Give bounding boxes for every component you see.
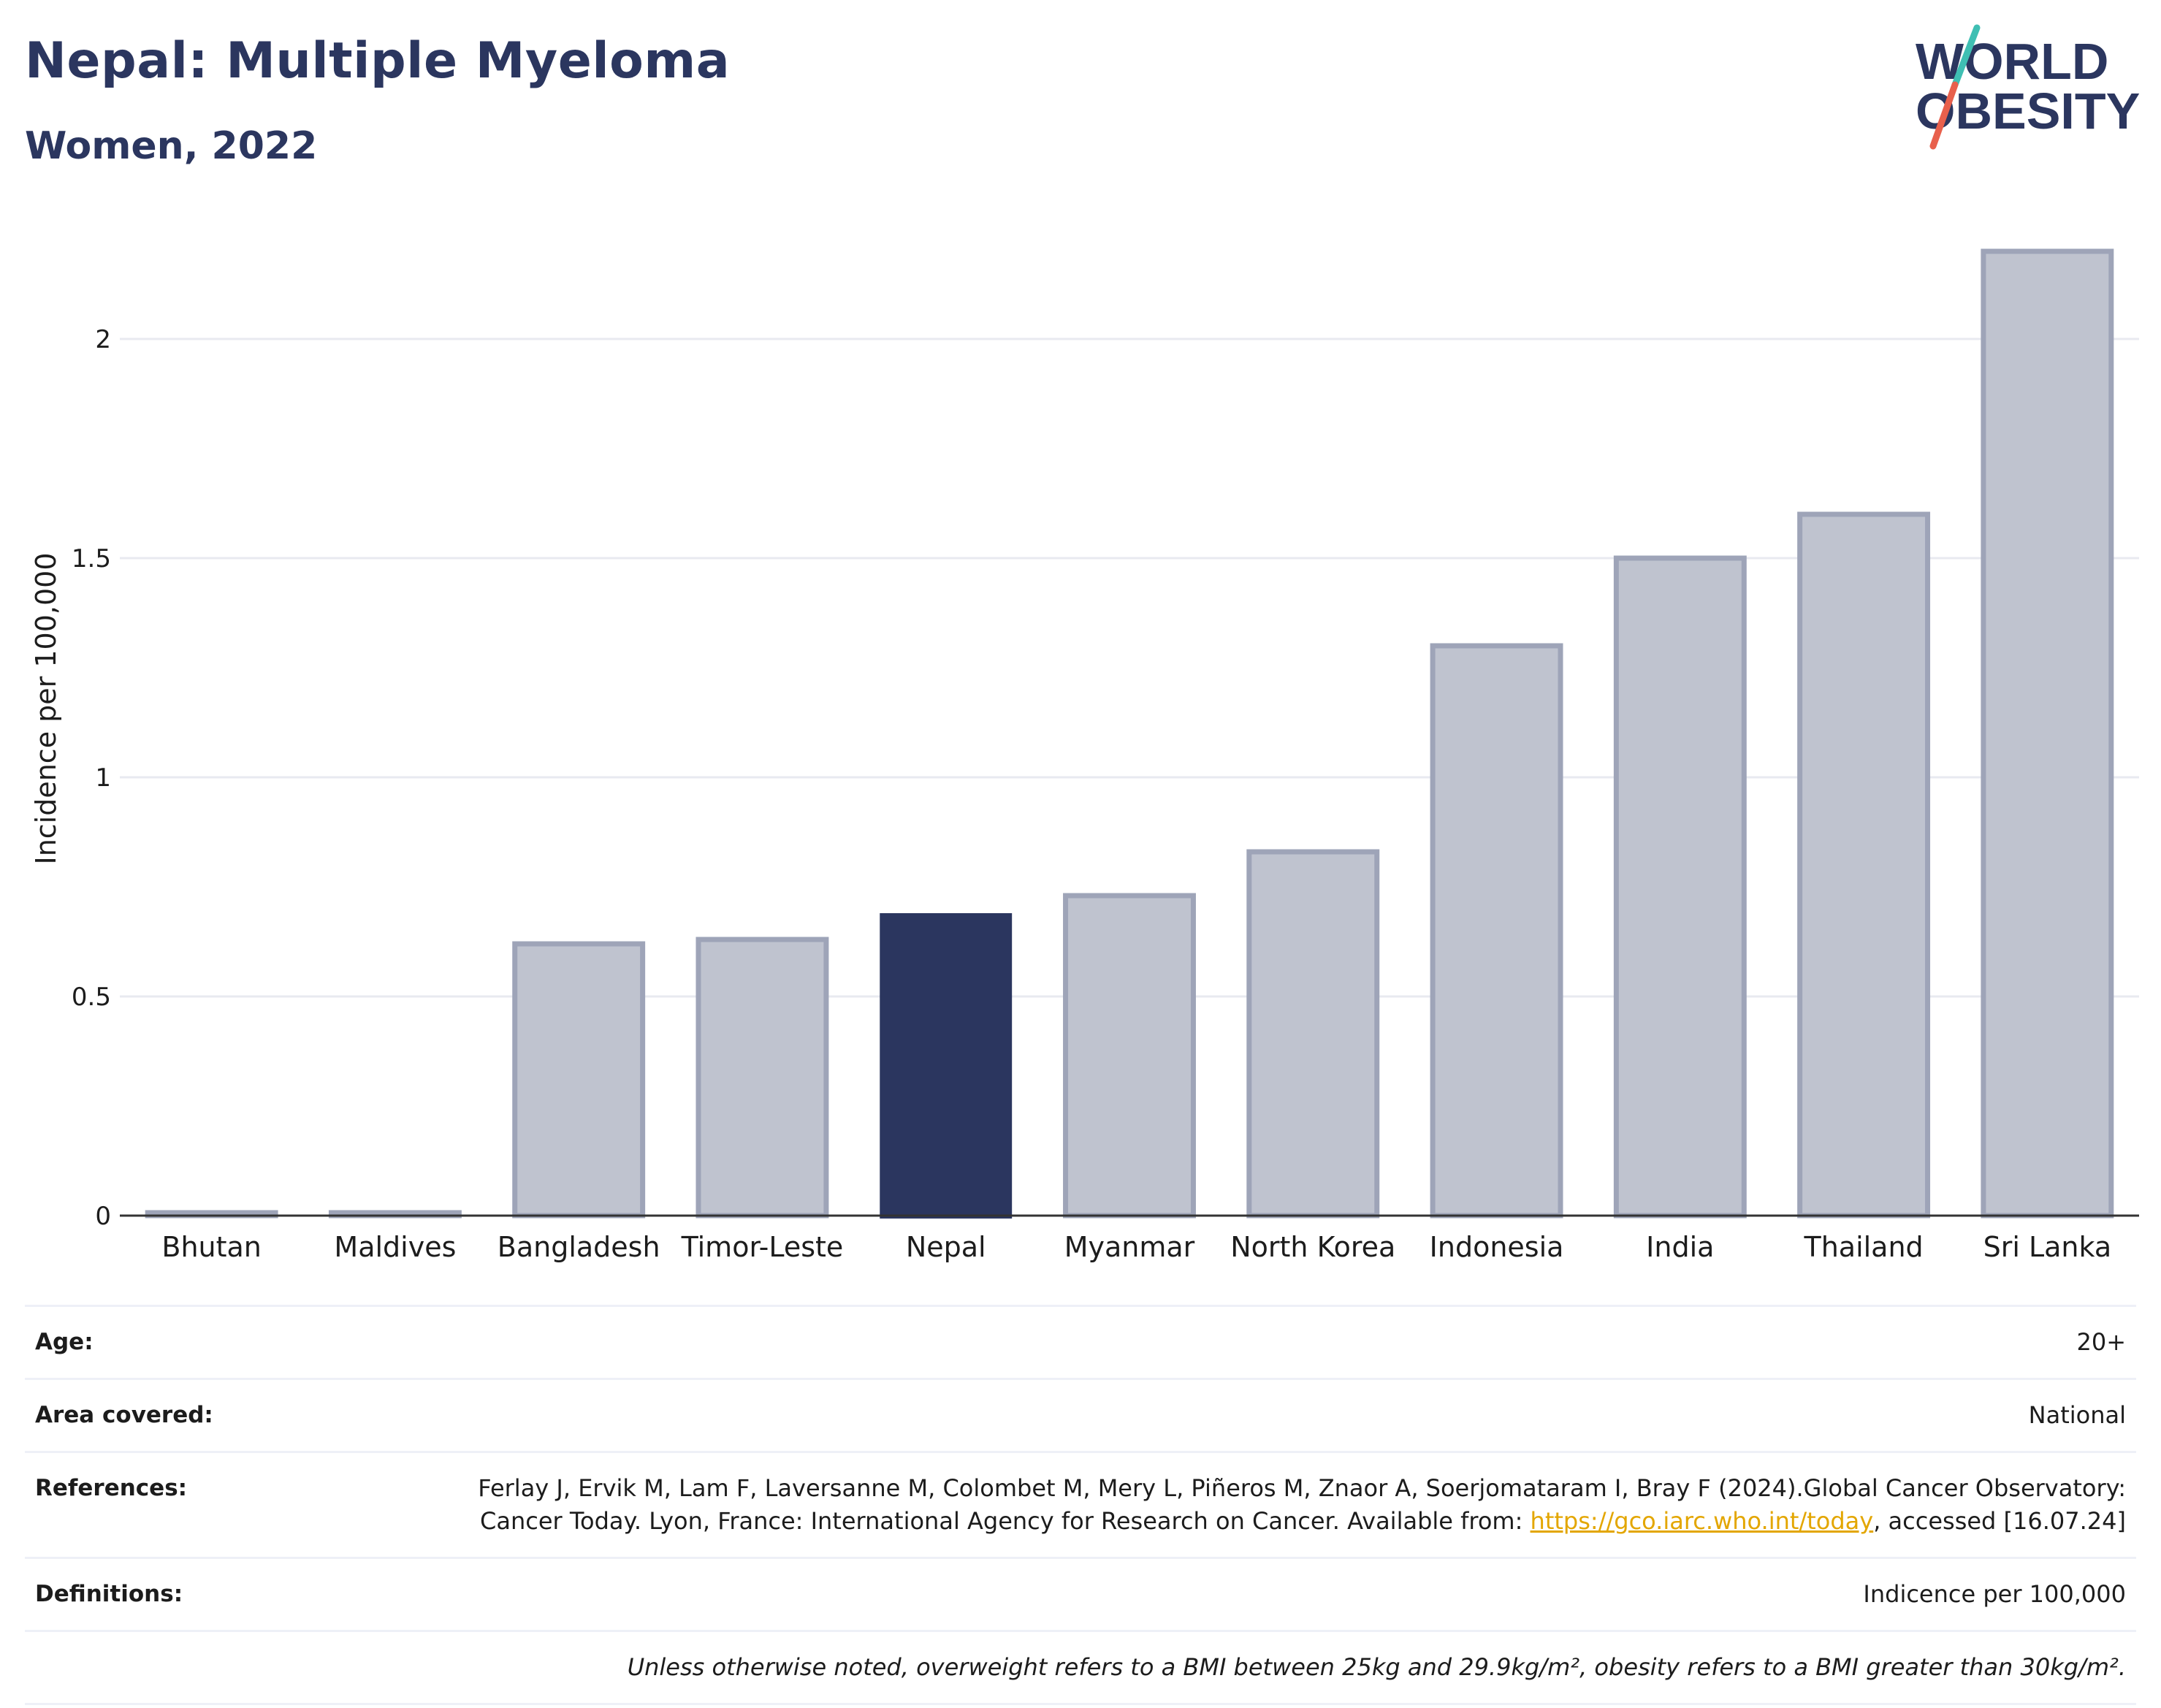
meta-row-note: Unless otherwise noted, overweight refer… <box>25 1630 2136 1703</box>
world-obesity-logo: WORLD OBESITY <box>1916 24 2140 150</box>
x-tick-label: Bangladesh <box>498 1231 660 1263</box>
age-value: 20+ <box>2076 1328 2126 1356</box>
metadata-bottom-border <box>25 1703 2136 1705</box>
x-tick-label: Indonesia <box>1430 1231 1564 1263</box>
references-text: Ferlay J, Ervik M, Lam F, Laversanne M, … <box>478 1474 2126 1535</box>
logo-slash-top <box>1951 24 1981 88</box>
bar-india <box>1613 555 1747 1219</box>
bar-thailand <box>1797 511 1931 1219</box>
x-tick-label: India <box>1646 1231 1714 1263</box>
meta-row-age: Age: 20+ <box>25 1305 2136 1378</box>
bar-indonesia <box>1430 643 1563 1219</box>
bar-myanmar <box>1063 893 1196 1219</box>
bar-bangladesh <box>512 941 646 1219</box>
y-tick-label: 1 <box>95 763 111 793</box>
x-tick-label: Nepal <box>906 1231 986 1263</box>
y-tick-label: 0.5 <box>72 983 111 1012</box>
x-tick-label: Bhutan <box>161 1231 262 1263</box>
logo-slash-bottom <box>1929 81 1959 150</box>
page-subtitle: Women, 2022 <box>25 124 318 168</box>
bar-timor-leste <box>695 937 829 1219</box>
references-accessed: , accessed [16.07.24] <box>1873 1507 2126 1535</box>
x-tick-label: Sri Lanka <box>1983 1231 2112 1263</box>
bmi-note: Unless otherwise noted, overweight refer… <box>627 1653 2126 1681</box>
meta-row-area: Area covered: National <box>25 1378 2136 1451</box>
y-axis-label: Incidence per 100,000 <box>30 552 62 864</box>
area-label: Area covered: <box>35 1402 213 1428</box>
meta-row-definitions: Definitions: Indicence per 100,000 <box>25 1557 2136 1630</box>
bar-nepal <box>880 913 1013 1219</box>
meta-row-references: References: Ferlay J, Ervik M, Lam F, La… <box>25 1451 2136 1557</box>
x-tick-label: Myanmar <box>1064 1231 1195 1263</box>
bar-north-korea <box>1246 849 1380 1219</box>
x-tick-label: Timor-Leste <box>681 1231 844 1263</box>
metadata-table: Age: 20+ Area covered: National Referenc… <box>25 1305 2136 1705</box>
references-link[interactable]: https://gco.iarc.who.int/today <box>1530 1507 1874 1535</box>
area-value: National <box>2028 1401 2126 1429</box>
definitions-label: Definitions: <box>35 1581 183 1607</box>
age-label: Age: <box>35 1329 94 1355</box>
definitions-value: Indicence per 100,000 <box>1863 1580 2126 1608</box>
bar-sri-lanka <box>1981 248 2114 1219</box>
logo-line-world: WORLD <box>1916 33 2108 90</box>
y-tick-label: 0 <box>95 1202 111 1231</box>
page-title: Nepal: Multiple Myeloma <box>25 32 731 90</box>
references-value: Ferlay J, Ervik M, Lam F, Laversanne M, … <box>25 1453 2136 1557</box>
references-label: References: <box>35 1475 188 1501</box>
bar-chart: 0 0.5 1 1.5 2 Incidence per 100,000 Bhutan Mald… <box>30 248 2139 1263</box>
y-tick-label: 1.5 <box>72 544 111 573</box>
x-tick-label: Thailand <box>1803 1231 1923 1263</box>
y-tick-label: 2 <box>95 325 111 354</box>
x-tick-label: Maldives <box>334 1231 456 1263</box>
x-tick-label: North Korea <box>1230 1231 1395 1263</box>
